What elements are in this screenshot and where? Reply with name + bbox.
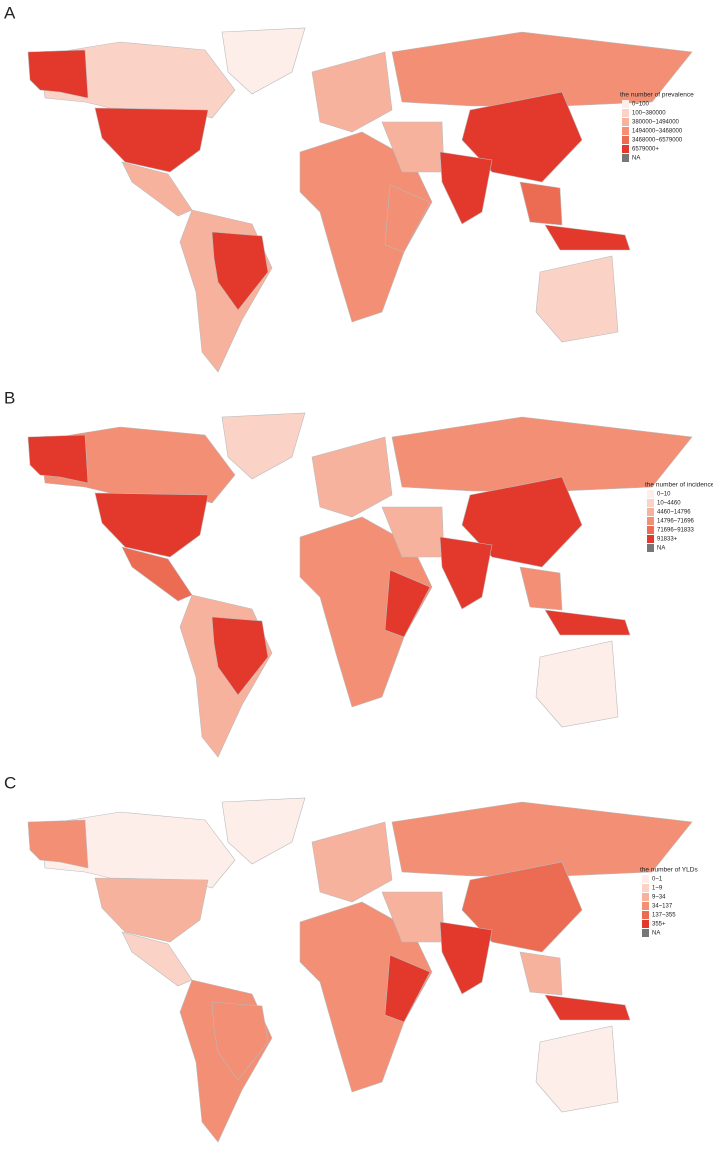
- country-region: [221, 797, 306, 865]
- legend-label: 14796~71696: [657, 519, 695, 525]
- country-region: [311, 436, 393, 518]
- country-region: [311, 51, 393, 133]
- legend-title: the number of incidence: [645, 482, 713, 489]
- legend-swatch: [642, 884, 649, 892]
- legend-label: 0~1: [652, 877, 663, 883]
- country-region: [391, 801, 693, 877]
- legend-title: the number of YLDs: [640, 867, 698, 874]
- panel-label: A: [4, 3, 16, 22]
- country-region: [27, 49, 89, 99]
- country-region: [519, 951, 563, 996]
- country-region: [439, 536, 493, 610]
- legend-swatch: [647, 535, 654, 543]
- legend-label: 0~100: [632, 102, 650, 108]
- legend-label: 380000~1494000: [632, 120, 680, 126]
- country-region: [544, 609, 631, 636]
- legend-label: 71696~91833: [657, 528, 695, 534]
- legend-label: NA: [657, 546, 665, 552]
- country-region: [461, 861, 583, 953]
- legend-swatch: [642, 911, 649, 919]
- country-region: [94, 877, 209, 943]
- country-region: [221, 412, 306, 480]
- panel-label: C: [4, 773, 16, 792]
- world-map: [27, 27, 693, 373]
- country-region: [311, 821, 393, 903]
- country-region: [221, 27, 306, 95]
- legend-swatch: [622, 145, 629, 153]
- legend-swatch: [622, 136, 629, 144]
- country-region: [544, 224, 631, 251]
- country-region: [519, 181, 563, 226]
- legend-label: 3468000~6579000: [632, 138, 683, 144]
- legend-swatch: [647, 517, 654, 525]
- country-region: [384, 184, 431, 253]
- legend-swatch: [642, 902, 649, 910]
- legend-swatch: [642, 893, 649, 901]
- legend-swatch: [647, 526, 654, 534]
- country-region: [461, 476, 583, 568]
- legend-swatch: [642, 920, 649, 928]
- country-region: [384, 569, 431, 638]
- country-region: [94, 492, 209, 558]
- country-region: [27, 819, 89, 869]
- legend-swatch: [647, 490, 654, 498]
- country-region: [535, 1025, 619, 1113]
- legend-swatch: [647, 499, 654, 507]
- legend-swatch: [647, 508, 654, 516]
- legend-label: 6579000+: [632, 147, 659, 153]
- world-map: [27, 412, 693, 758]
- country-region: [439, 151, 493, 225]
- country-region: [519, 566, 563, 611]
- country-region: [121, 546, 193, 602]
- country-region: [461, 91, 583, 183]
- panel-label: B: [4, 388, 15, 407]
- country-region: [121, 931, 193, 987]
- country-region: [211, 616, 269, 696]
- country-region: [121, 161, 193, 217]
- legend-label: 10~4460: [657, 501, 681, 507]
- country-region: [391, 31, 693, 107]
- country-region: [211, 1001, 269, 1081]
- country-region: [535, 255, 619, 343]
- legend-swatch: [622, 109, 629, 117]
- legend-swatch: [622, 118, 629, 126]
- legend: the number of YLDs 0~1 1~9 9~34 34~137 137~35…: [640, 867, 698, 937]
- world-map: [27, 797, 693, 1143]
- country-region: [27, 434, 89, 484]
- country-region: [535, 640, 619, 728]
- legend: the number of prevalence 0~100 100~380000 3…: [620, 92, 694, 162]
- legend-label: 137~355: [652, 913, 676, 919]
- legend-swatch: [622, 127, 629, 135]
- legend-label: NA: [632, 156, 640, 162]
- legend-label: 355+: [652, 922, 666, 928]
- legend-swatch: [642, 929, 649, 937]
- legend-label: 100~380000: [632, 111, 666, 117]
- legend-title: the number of prevalence: [620, 92, 694, 99]
- legend-label: 91833+: [657, 537, 678, 543]
- legend-swatch: [622, 154, 629, 162]
- legend-label: 9~34: [652, 895, 666, 901]
- legend-label: 34~137: [652, 904, 673, 910]
- country-region: [211, 231, 269, 311]
- legend-label: NA: [652, 931, 660, 937]
- legend-swatch: [622, 100, 629, 108]
- legend-label: 0~10: [657, 492, 671, 498]
- country-region: [94, 107, 209, 173]
- legend-label: 4460~14796: [657, 510, 691, 516]
- country-region: [391, 416, 693, 492]
- legend: the number of incidence 0~10 10~4460 4460~1…: [645, 482, 713, 552]
- legend-swatch: [647, 544, 654, 552]
- country-region: [384, 954, 431, 1023]
- legend-label: 1494000~3468000: [632, 129, 683, 135]
- legend-label: 1~9: [652, 886, 663, 892]
- country-region: [544, 994, 631, 1021]
- legend-swatch: [642, 875, 649, 883]
- country-region: [439, 921, 493, 995]
